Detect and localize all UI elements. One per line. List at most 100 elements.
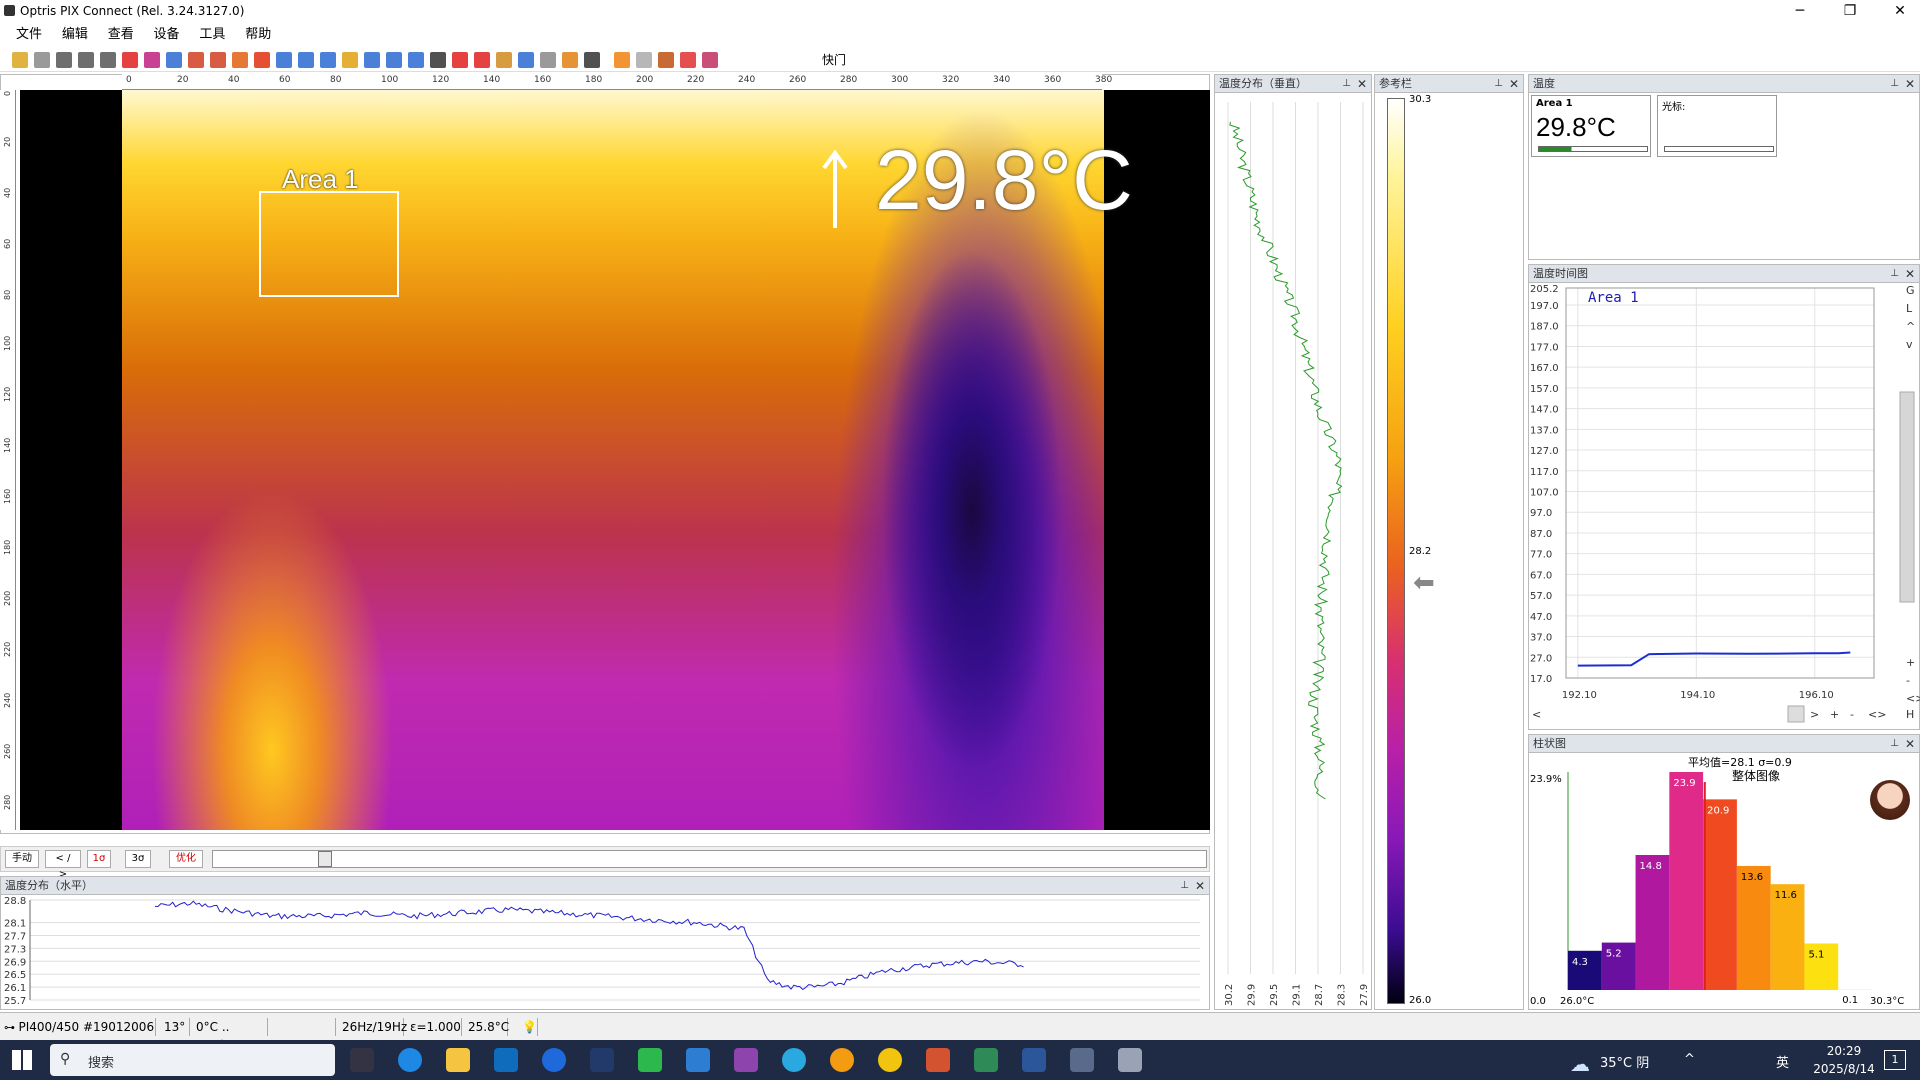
close-icon[interactable]: ✕ xyxy=(1356,77,1367,91)
search-app-icon[interactable] xyxy=(830,1048,854,1072)
ttime-ytick: 17.0 xyxy=(1530,674,1552,685)
close-button[interactable]: ✕ xyxy=(1894,3,1906,19)
shutter-button[interactable]: 快门 xyxy=(822,53,847,67)
color-icon[interactable] xyxy=(452,52,468,68)
scale-slider-thumb[interactable] xyxy=(318,851,332,867)
cursor-card[interactable]: 光标: xyxy=(1657,95,1777,157)
scale-pointer-icon[interactable]: ⬅ xyxy=(1413,568,1435,598)
app-icon-1[interactable] xyxy=(590,1048,614,1072)
menu-view[interactable]: 查看 xyxy=(107,27,134,42)
nav-button[interactable]: < / > xyxy=(45,850,81,880)
notification-icon[interactable]: 1 xyxy=(1884,1050,1906,1070)
report-icon[interactable] xyxy=(276,52,292,68)
minimize-button[interactable]: ─ xyxy=(1795,3,1805,19)
layout1-icon[interactable] xyxy=(188,52,204,68)
colorbar-icon[interactable] xyxy=(614,52,630,68)
area-1-box[interactable] xyxy=(259,191,399,297)
hand-icon[interactable] xyxy=(496,52,512,68)
close-icon[interactable]: ✕ xyxy=(1194,879,1205,893)
pin-icon[interactable]: ⊥ xyxy=(1342,78,1351,89)
maps-icon[interactable] xyxy=(542,1048,566,1072)
ttime-ytick: 57.0 xyxy=(1530,591,1552,602)
manual-button[interactable]: 手动 xyxy=(5,850,39,868)
empty-status xyxy=(270,1018,336,1036)
pix-connect-taskbar-icon[interactable] xyxy=(1118,1048,1142,1072)
ruler-top-tick: 340 xyxy=(993,75,1011,85)
line-icon[interactable] xyxy=(364,52,380,68)
area-1-card[interactable]: Area 1 29.8°C xyxy=(1531,95,1651,157)
pin-icon[interactable]: ⊥ xyxy=(1890,268,1899,279)
menu-device[interactable]: 设备 xyxy=(153,27,180,42)
zoom-icon[interactable] xyxy=(540,52,556,68)
sigma3-button[interactable]: 3σ xyxy=(125,850,151,868)
clock-time[interactable]: 20:29 xyxy=(1826,1044,1862,1058)
pause-icon[interactable] xyxy=(78,52,94,68)
maximize-button[interactable]: ❐ xyxy=(1843,3,1857,19)
translate-icon[interactable] xyxy=(782,1048,806,1072)
powerpoint-icon[interactable] xyxy=(926,1048,950,1072)
measure-icon[interactable] xyxy=(320,52,336,68)
windows-start-icon[interactable] xyxy=(12,1050,32,1070)
scale-icon[interactable] xyxy=(474,52,490,68)
ttime-ytick: 157.0 xyxy=(1530,384,1559,395)
outlook-icon[interactable] xyxy=(494,1048,518,1072)
camera-model: PI400/450 #19012006 xyxy=(18,1020,155,1034)
assistant-avatar[interactable] xyxy=(1870,780,1910,820)
file-explorer-icon[interactable] xyxy=(446,1048,470,1072)
snapshot-icon[interactable] xyxy=(144,52,160,68)
sigma1-button[interactable]: 1σ xyxy=(87,850,111,868)
color2-icon[interactable] xyxy=(680,52,696,68)
layout3-icon[interactable] xyxy=(232,52,248,68)
color-scale-bar[interactable] xyxy=(1387,98,1405,1004)
ime-indicator[interactable]: 英 xyxy=(1776,1056,1790,1071)
curve-icon[interactable] xyxy=(386,52,402,68)
app-icon-4[interactable] xyxy=(1070,1048,1094,1072)
pin-icon[interactable]: ⊥ xyxy=(1890,738,1899,749)
close-icon[interactable]: ✕ xyxy=(1508,77,1519,91)
taskbar-search[interactable]: ⚲ 搜索 xyxy=(50,1044,335,1076)
lightbulb-icon[interactable]: 💡 xyxy=(518,1018,538,1036)
chart-icon[interactable] xyxy=(408,52,424,68)
histogram-icon[interactable] xyxy=(298,52,314,68)
app-icon-3[interactable] xyxy=(974,1048,998,1072)
close-icon[interactable]: ✕ xyxy=(1904,77,1915,91)
close-icon[interactable]: ✕ xyxy=(1904,267,1915,281)
palette-icon[interactable] xyxy=(562,52,578,68)
optimize-button[interactable]: 优化 xyxy=(169,850,203,868)
menu-edit[interactable]: 编辑 xyxy=(61,27,88,42)
open-icon[interactable] xyxy=(12,52,28,68)
hotspot-icon[interactable] xyxy=(342,52,358,68)
menu-file[interactable]: 文件 xyxy=(16,27,43,42)
layout2-icon[interactable] xyxy=(210,52,226,68)
layout4-icon[interactable] xyxy=(254,52,270,68)
wechat-icon[interactable] xyxy=(638,1048,662,1072)
play-icon[interactable] xyxy=(56,52,72,68)
pin-icon[interactable]: ⊥ xyxy=(1494,78,1503,89)
app-icon-2[interactable] xyxy=(878,1048,902,1072)
copy-icon[interactable] xyxy=(166,52,182,68)
reference-bar-panel: 参考栏 ⊥ ✕ xyxy=(1374,74,1524,1010)
menu-tools[interactable]: 工具 xyxy=(199,27,226,42)
grid-icon[interactable] xyxy=(430,52,446,68)
scale-slider[interactable] xyxy=(212,850,1207,868)
pin-icon[interactable]: ⊥ xyxy=(1180,880,1189,891)
tools-icon[interactable] xyxy=(584,52,600,68)
zoom-fit-icon[interactable] xyxy=(518,52,534,68)
visual-studio-icon[interactable] xyxy=(734,1048,758,1072)
color3-icon[interactable] xyxy=(702,52,718,68)
stop-icon[interactable] xyxy=(100,52,116,68)
record-icon[interactable] xyxy=(122,52,138,68)
clock-date[interactable]: 2025/8/14 xyxy=(1813,1062,1875,1076)
pin-icon[interactable]: ⊥ xyxy=(1890,78,1899,89)
menu-help[interactable]: 帮助 xyxy=(245,27,272,42)
stripe-icon[interactable] xyxy=(658,52,674,68)
close-icon[interactable]: ✕ xyxy=(1904,737,1915,751)
weather-text[interactable]: 35°C 阴 xyxy=(1600,1056,1650,1071)
word-icon[interactable] xyxy=(1022,1048,1046,1072)
tray-chevron-icon[interactable]: ^ xyxy=(1684,1052,1695,1067)
edge-icon[interactable] xyxy=(398,1048,422,1072)
save-icon[interactable] xyxy=(34,52,50,68)
snapshot2-icon[interactable] xyxy=(636,52,652,68)
task-view-icon[interactable] xyxy=(350,1048,374,1072)
vscode-icon[interactable] xyxy=(686,1048,710,1072)
